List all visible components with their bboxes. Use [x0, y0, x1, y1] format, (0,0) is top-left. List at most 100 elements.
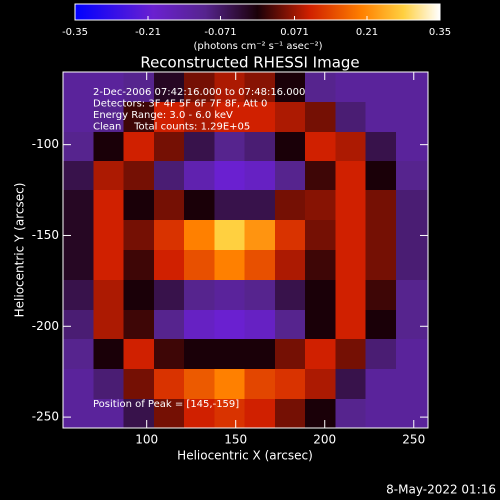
heatmap-cell — [93, 279, 125, 311]
heatmap-cell — [123, 190, 155, 221]
heatmap-cell — [63, 250, 94, 281]
annotation: 2-Dec-2006 07:42:16.000 to 07:48:16.000 — [93, 87, 305, 98]
heatmap-cell — [365, 220, 397, 251]
heatmap-cell — [184, 101, 215, 133]
heatmap-cell — [395, 161, 429, 191]
heatmap-cell — [244, 161, 276, 191]
heatmap-cell — [305, 101, 336, 133]
y-axis-label: Heliocentric Y (arcsec) — [13, 183, 27, 318]
heatmap-cell — [335, 279, 367, 311]
heatmap-cell — [244, 398, 276, 429]
y-tick-label: -150 — [32, 228, 59, 242]
heatmap-cell — [214, 250, 246, 281]
colorbar-tick-label: 0.35 — [429, 27, 451, 38]
heatmap-cell — [335, 339, 367, 370]
heatmap-cell — [214, 339, 246, 370]
x-tick-label: 250 — [402, 433, 425, 447]
heatmap-cell — [123, 339, 155, 370]
heatmap-cell — [63, 190, 94, 221]
heatmap-cell — [274, 101, 306, 133]
timestamp: 8-May-2022 01:16 — [386, 483, 496, 497]
heatmap-cell — [93, 101, 125, 133]
heatmap-cell — [244, 250, 276, 281]
heatmap-cell — [184, 339, 215, 370]
heatmap-cell — [365, 161, 397, 191]
heatmap-cell — [184, 309, 215, 340]
heatmap-cell — [214, 101, 246, 133]
heatmap-cell — [63, 72, 94, 103]
heatmap-cell — [184, 368, 215, 400]
heatmap-cell — [214, 309, 246, 340]
heatmap-cell — [184, 279, 215, 311]
heatmap-cell — [335, 398, 367, 429]
heatmap-cell — [365, 339, 397, 370]
heatmap-cell — [63, 131, 94, 162]
heatmap-cell — [395, 131, 429, 162]
heatmap-cell — [244, 368, 276, 400]
heatmap-cell — [305, 190, 336, 221]
heatmap-cell — [274, 250, 306, 281]
heatmap-cell — [153, 72, 185, 103]
heatmap-cell — [184, 250, 215, 281]
heatmap-cell — [305, 131, 336, 162]
heatmap-cell — [274, 220, 306, 251]
heatmap-cell — [123, 101, 155, 133]
heatmap-cell — [335, 161, 367, 191]
heatmap-cell — [365, 368, 397, 400]
heatmap-cell — [93, 309, 125, 340]
heatmap-cell — [244, 131, 276, 162]
heatmap-cell — [305, 398, 336, 429]
heatmap-cell — [153, 398, 185, 429]
heatmap-cell — [274, 398, 306, 429]
annotation: Energy Range: 3.0 - 6.0 keV — [93, 110, 233, 121]
heatmap-cell — [123, 220, 155, 251]
heatmap-cell — [335, 190, 367, 221]
heatmap-cell — [153, 190, 185, 221]
heatmap-cell — [244, 101, 276, 133]
heatmap-cell — [365, 398, 397, 429]
heatmap-cell — [214, 161, 246, 191]
heatmap-cell — [365, 279, 397, 311]
colorbar-tick-label: -0.21 — [135, 27, 161, 38]
heatmap-cell — [305, 250, 336, 281]
colorbar — [74, 3, 441, 21]
heatmap-cell — [335, 250, 367, 281]
heatmap-cell — [184, 72, 215, 103]
heatmap-cell — [365, 72, 397, 103]
heatmap-cell — [244, 339, 276, 370]
heatmap-cell — [184, 161, 215, 191]
heatmap-cell — [63, 368, 94, 400]
heatmap-cell — [395, 368, 429, 400]
heatmap-cell — [153, 339, 185, 370]
heatmap-cell — [153, 101, 185, 133]
heatmap-cell — [305, 339, 336, 370]
heatmap-cell — [214, 279, 246, 311]
heatmap-cell — [395, 309, 429, 340]
heatmap-cell — [395, 72, 429, 103]
heatmap-cell — [335, 220, 367, 251]
heatmap-cell — [214, 72, 246, 103]
heatmap-cell — [153, 368, 185, 400]
x-tick-label: 200 — [313, 433, 336, 447]
colorbar-tick-label: 0.071 — [280, 27, 309, 38]
heatmap-cell — [214, 190, 246, 221]
x-tick-label: 100 — [135, 433, 158, 447]
heatmap-cell — [63, 398, 94, 429]
heatmap-cell — [184, 190, 215, 221]
heatmap-cell — [365, 309, 397, 340]
heatmap-cell — [244, 220, 276, 251]
plot-frame — [62, 71, 429, 429]
heatmap-cell — [153, 279, 185, 311]
heatmap-cell — [184, 398, 215, 429]
heatmap-cell — [123, 279, 155, 311]
heatmap-cell — [63, 161, 94, 191]
heatmap-cell — [395, 250, 429, 281]
heatmap-cell — [123, 398, 155, 429]
heatmap-cell — [274, 339, 306, 370]
colorbar-label: (photons cm⁻² s⁻¹ asec⁻²) — [193, 41, 322, 52]
heatmap-cell — [63, 339, 94, 370]
heatmap-cell — [93, 220, 125, 251]
heatmap-cell — [395, 101, 429, 133]
heatmap-cell — [274, 161, 306, 191]
